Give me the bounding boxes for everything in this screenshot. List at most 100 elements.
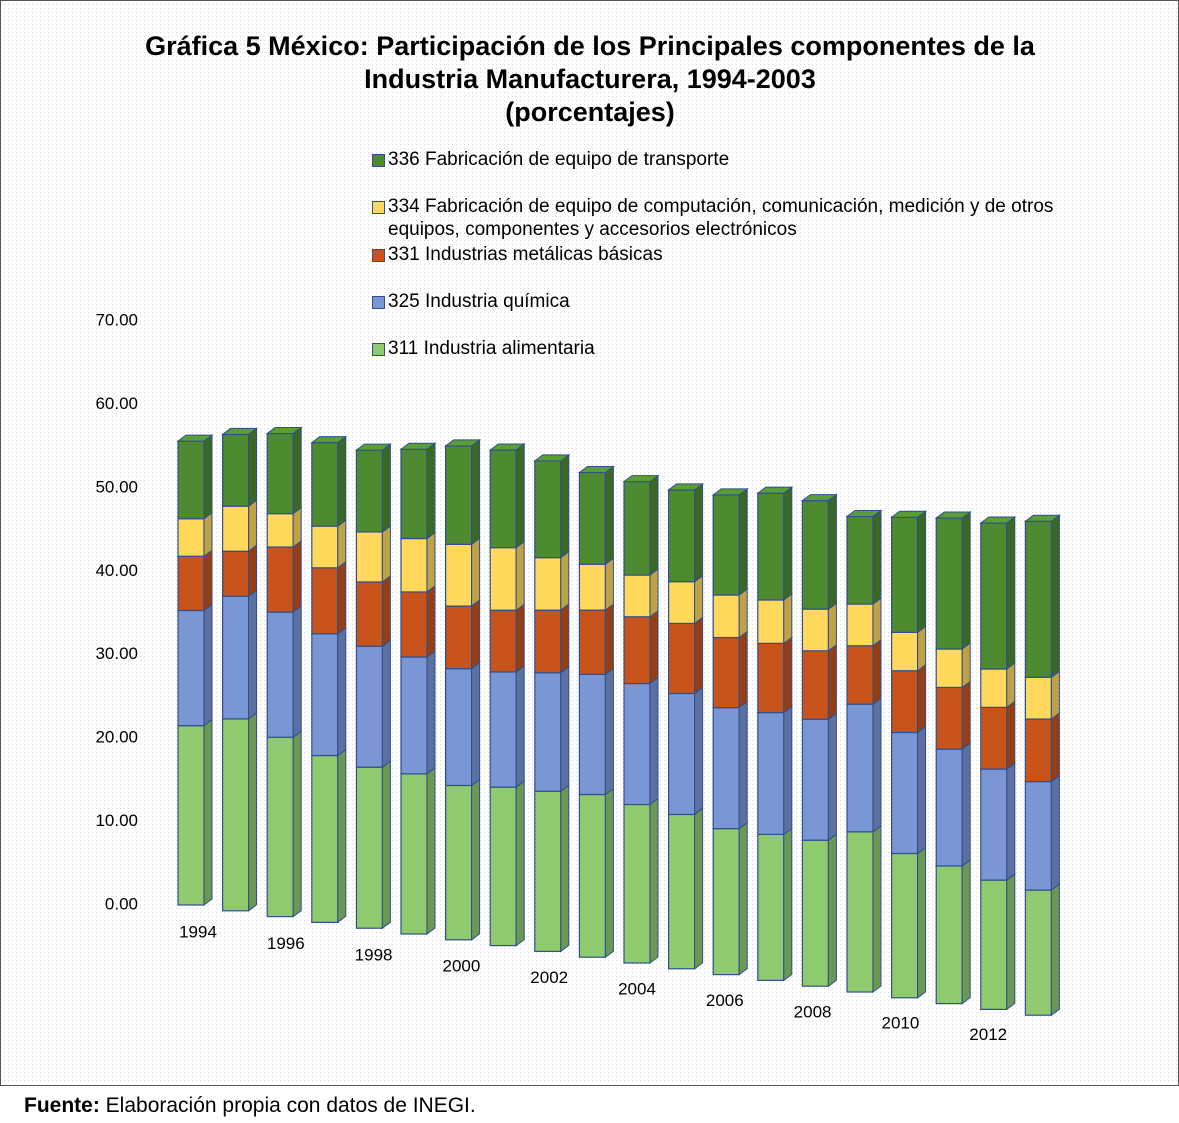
bar-front [266, 513, 294, 548]
bar-front [177, 555, 205, 612]
bar-segment [489, 780, 525, 947]
bar-front [980, 768, 1008, 881]
y-tick-label: 70.00 [95, 310, 138, 329]
bar-segment [311, 626, 347, 757]
bar-segment [890, 625, 927, 672]
bar-segment [266, 605, 302, 739]
bar-segment [846, 597, 882, 647]
bar-side [515, 780, 525, 947]
bar-front [1024, 889, 1053, 1016]
bar-side [738, 487, 748, 596]
legend-swatch [372, 296, 385, 309]
bar-front [801, 500, 830, 610]
bar-side [560, 453, 570, 559]
bar-segment [311, 748, 347, 924]
bar-top [1023, 514, 1061, 522]
bar-segment [578, 557, 614, 612]
bar-segment [712, 588, 748, 639]
bar-front [445, 784, 473, 941]
bar-side [604, 603, 614, 676]
bar-side [381, 574, 391, 648]
bar-segment [577, 465, 615, 566]
bar-front [311, 442, 339, 527]
bar-side [649, 568, 659, 618]
bar-top [845, 509, 883, 517]
bar-segment [488, 443, 526, 549]
bar-segment [222, 544, 258, 598]
y-tick-label: 10.00 [95, 811, 138, 830]
bar-segment [890, 846, 927, 999]
y-tick-label: 60.00 [95, 394, 138, 413]
bar-side [426, 766, 436, 935]
bar-segment [354, 443, 392, 533]
bar-segment [177, 549, 213, 612]
bar-side [738, 700, 748, 830]
bar-side [604, 465, 614, 566]
bar-front [311, 525, 339, 569]
bar-front [667, 813, 696, 970]
bar-top [221, 427, 259, 435]
bar-side [961, 858, 971, 1005]
bar-front [222, 550, 250, 597]
bar-segment [800, 493, 838, 611]
bar-front [935, 686, 963, 750]
bar-side [783, 705, 793, 836]
bar-side [649, 797, 659, 964]
bar-front [667, 581, 696, 625]
bar-segment [534, 784, 570, 953]
bar-front [667, 692, 696, 816]
bar-front [623, 616, 651, 685]
bar-side [515, 664, 525, 789]
x-tick-label: 1994 [179, 922, 217, 941]
legend-entry: 311 Industria alimentaria [372, 337, 1072, 360]
bar-side [872, 509, 882, 606]
bar-side [337, 519, 347, 569]
bar-side [872, 638, 882, 706]
bar-front [355, 645, 383, 768]
bar-side [738, 821, 748, 976]
bar-segment [846, 824, 882, 993]
bar-side [1050, 774, 1060, 892]
x-tick-label: 1998 [355, 945, 393, 964]
bar-front [980, 706, 1008, 770]
bar-side [471, 778, 481, 941]
bar-segment [399, 442, 437, 540]
bar-side [783, 486, 793, 601]
bar-segment [801, 712, 837, 842]
legend-label: 334 Fabricación de equipo de computación… [388, 196, 1054, 240]
bar-segment [980, 662, 1016, 709]
bar-front [177, 609, 205, 727]
bar-side [203, 511, 213, 558]
bar-segment [445, 537, 481, 608]
bar-front [222, 505, 250, 552]
bar-front [712, 594, 740, 639]
bar-top [488, 443, 526, 451]
bar-side [827, 602, 837, 652]
bar-side [515, 443, 525, 549]
bar-side [560, 784, 570, 953]
bar-front [355, 449, 383, 533]
legend-label: 311 Industria alimentaria [388, 338, 595, 359]
bar-segment [623, 568, 659, 618]
bar-side [649, 474, 659, 577]
bar-side [694, 574, 704, 625]
bar-side [827, 643, 837, 721]
bar-top [667, 483, 705, 491]
bar-front [222, 718, 250, 912]
bar-front [534, 609, 562, 674]
bar-side [694, 807, 704, 970]
bar-top [622, 475, 660, 483]
y-tick-label: 20.00 [95, 728, 138, 747]
bar-front [980, 668, 1008, 708]
bar-segment [623, 797, 659, 964]
x-tick-label: 2004 [618, 979, 656, 998]
bar-front [489, 609, 517, 673]
bar-front [935, 865, 963, 1005]
bar-front [578, 563, 607, 611]
bar-side [337, 626, 347, 757]
bar-front [266, 736, 294, 918]
bar-top [354, 443, 392, 451]
bar-side [426, 584, 436, 659]
bar-front [222, 595, 250, 720]
bar-side [560, 550, 570, 612]
